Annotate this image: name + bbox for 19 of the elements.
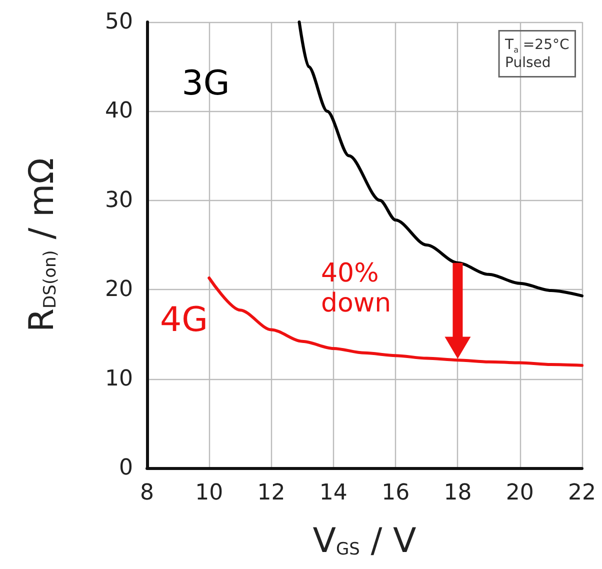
- x-tick-label: 14: [319, 480, 348, 506]
- y-tick-label: 0: [119, 456, 133, 480]
- x-tick-label: 18: [444, 480, 472, 506]
- annotation: 40% down: [321, 258, 392, 318]
- y-tick-label: 50: [105, 10, 133, 34]
- y-axis-title: RDS(on) / mΩ: [22, 158, 62, 332]
- y-tick-label: 30: [105, 188, 133, 213]
- y-tick-label: 20: [105, 277, 133, 302]
- x-axis-title: VGS / V: [312, 521, 416, 561]
- y-tick-label: 10: [105, 366, 133, 392]
- series-label: 4G: [160, 300, 208, 340]
- x-tick-label: 16: [382, 480, 410, 506]
- x-tick-label: 10: [195, 480, 224, 506]
- x-tick-label: 20: [506, 480, 534, 506]
- y-tick-label: 40: [105, 98, 133, 124]
- x-tick-label: 22: [568, 480, 596, 506]
- x-tick-label: 8: [140, 480, 154, 506]
- text: 3G: [182, 64, 230, 104]
- x-tick-label: 12: [257, 480, 286, 506]
